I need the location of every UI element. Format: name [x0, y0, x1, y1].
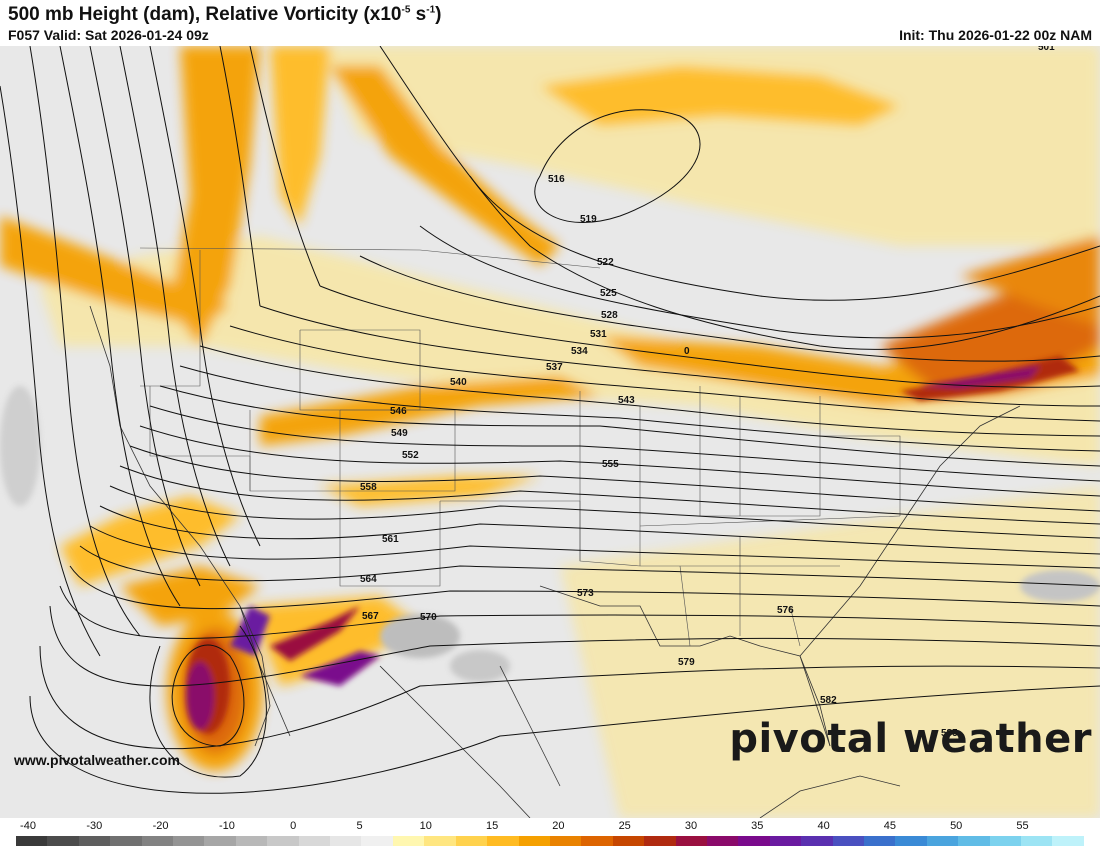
- contour-label: 576: [777, 605, 794, 616]
- colorbar-tick-label: -30: [86, 820, 102, 832]
- colorbar-swatch: [738, 836, 769, 846]
- colorbar-swatch: [267, 836, 298, 846]
- colorbar-swatch: [519, 836, 550, 846]
- contour-label: 558: [360, 482, 377, 493]
- colorbar-swatch: [864, 836, 895, 846]
- contour-label: 519: [580, 214, 597, 225]
- contour-label: 564: [360, 574, 377, 585]
- contour-label: 555: [602, 459, 619, 470]
- colorbar-tick-label: -20: [153, 820, 169, 832]
- colorbar-tick-label: 50: [950, 820, 962, 832]
- colorbar-swatch: [927, 836, 958, 846]
- colorbar-swatch: [487, 836, 518, 846]
- contour-label: 582: [820, 695, 837, 706]
- contour-label: 540: [450, 377, 467, 388]
- colorbar-swatch: [47, 836, 78, 846]
- contour-label: 525: [600, 288, 617, 299]
- colorbar-swatch: [204, 836, 235, 846]
- header: 500 mb Height (dam), Relative Vorticity …: [0, 0, 1100, 46]
- init-time: Init: Thu 2026-01-22 00z NAM: [899, 27, 1092, 43]
- contour-label: 516: [548, 174, 565, 185]
- colorbar-swatch: [770, 836, 801, 846]
- colorbar-swatch: [361, 836, 392, 846]
- colorbar-swatch: [236, 836, 267, 846]
- colorbar-swatch: [299, 836, 330, 846]
- colorbar-swatch: [676, 836, 707, 846]
- colorbar-ticks: -40 -30 -20 -10 0 5 10 15 20 25 30 35 40 45 50 55: [0, 820, 1100, 834]
- colorbar-swatch: [801, 836, 832, 846]
- colorbar-swatch: [833, 836, 864, 846]
- colorbar-swatch: [895, 836, 926, 846]
- colorbar-swatch: [644, 836, 675, 846]
- colorbar-tick-label: 30: [685, 820, 697, 832]
- colorbar-tick-label: 35: [751, 820, 763, 832]
- colorbar-swatch: [173, 836, 204, 846]
- colorbar-swatch: [707, 836, 738, 846]
- contour-label: 567: [362, 611, 379, 622]
- colorbar-tick-label: -10: [219, 820, 235, 832]
- map-svg: 501 516 519 522 525 528 531 534 537 540 …: [0, 46, 1100, 818]
- website-link[interactable]: www.pivotalweather.com: [14, 752, 180, 768]
- contour-label: 522: [597, 257, 614, 268]
- colorbar-swatches: [16, 836, 1084, 846]
- colorbar-tick-label: 10: [420, 820, 432, 832]
- colorbar-swatch: [958, 836, 989, 846]
- chart-title: 500 mb Height (dam), Relative Vorticity …: [8, 4, 442, 26]
- colorbar-swatch: [16, 836, 47, 846]
- colorbar-swatch: [1052, 836, 1083, 846]
- pivotal-weather-logo: pivotal weather: [729, 716, 1092, 762]
- colorbar-swatch: [1021, 836, 1052, 846]
- contour-label: 549: [391, 428, 408, 439]
- weather-map: 501 516 519 522 525 528 531 534 537 540 …: [0, 46, 1100, 818]
- contour-label: 537: [546, 362, 563, 373]
- colorbar-swatch: [424, 836, 455, 846]
- colorbar-swatch: [330, 836, 361, 846]
- colorbar-tick-label: 15: [486, 820, 498, 832]
- colorbar-tick-label: 25: [619, 820, 631, 832]
- colorbar-tick-label: 55: [1016, 820, 1028, 832]
- colorbar-tick-label: 20: [552, 820, 564, 832]
- colorbar-tick-label: 40: [817, 820, 829, 832]
- contour-label: 570: [420, 612, 437, 623]
- contour-label: 561: [382, 534, 399, 545]
- contour-label: 579: [678, 657, 695, 668]
- colorbar-swatch: [990, 836, 1021, 846]
- colorbar-swatch: [550, 836, 581, 846]
- colorbar-tick-label: 45: [884, 820, 896, 832]
- colorbar-swatch: [142, 836, 173, 846]
- low-center-label: 0: [684, 346, 690, 357]
- colorbar-swatch: [393, 836, 424, 846]
- contour-label: 543: [618, 395, 635, 406]
- colorbar-tick-label: 5: [356, 820, 362, 832]
- colorbar-swatch: [456, 836, 487, 846]
- contour-label: 546: [390, 406, 407, 417]
- valid-time: F057 Valid: Sat 2026-01-24 09z: [8, 27, 209, 43]
- colorbar-tick-label: 0: [290, 820, 296, 832]
- colorbar-swatch: [110, 836, 141, 846]
- contour-label: 552: [402, 450, 419, 461]
- colorbar-swatch: [79, 836, 110, 846]
- colorbar-swatch: [581, 836, 612, 846]
- contour-label: 528: [601, 310, 618, 321]
- colorbar-tick-label: -40: [20, 820, 36, 832]
- contour-label: 534: [571, 346, 588, 357]
- contour-label: 573: [577, 588, 594, 599]
- contour-label: 531: [590, 329, 607, 340]
- colorbar: -40 -30 -20 -10 0 5 10 15 20 25 30 35 40 45 50 55: [0, 818, 1100, 850]
- colorbar-swatch: [613, 836, 644, 846]
- contour-label: 501: [1038, 46, 1055, 53]
